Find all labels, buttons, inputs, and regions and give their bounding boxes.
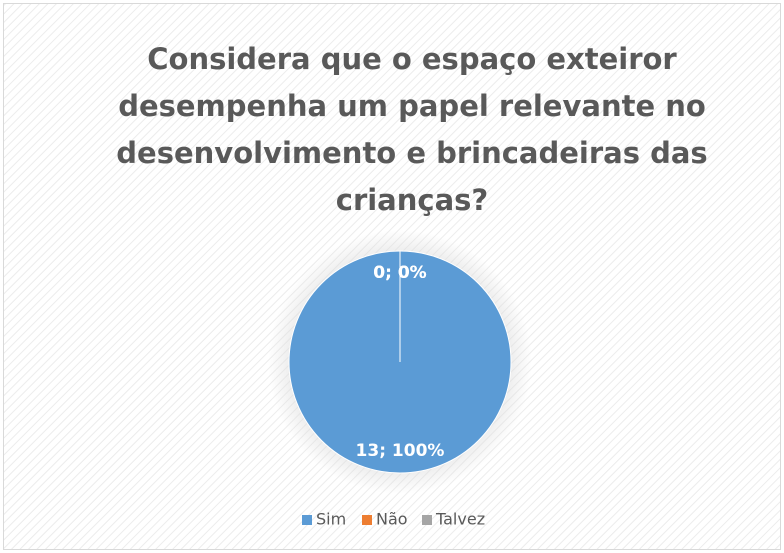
- data-label: 0; 0%: [373, 263, 426, 283]
- legend-swatch: [422, 515, 432, 525]
- data-label: 13; 100%: [356, 441, 445, 461]
- legend-swatch: [362, 515, 372, 525]
- legend-label: Não: [376, 510, 408, 529]
- data-label: 0; 0%: [373, 263, 426, 283]
- legend-label: Talvez: [435, 510, 485, 529]
- legend-label: Sim: [316, 510, 346, 529]
- legend-swatch: [302, 515, 312, 525]
- chart-title: Considera que o espaço exteiror desempen…: [116, 42, 708, 217]
